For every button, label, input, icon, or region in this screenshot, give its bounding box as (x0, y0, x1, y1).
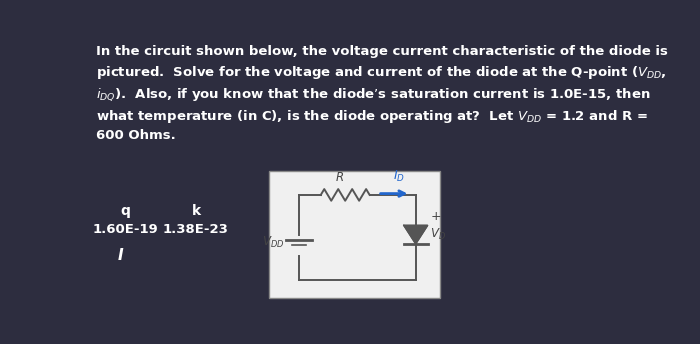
Text: 1.60E-19: 1.60E-19 (92, 223, 158, 236)
Text: 1.38E-23: 1.38E-23 (163, 223, 229, 236)
Text: $R$: $R$ (335, 171, 344, 184)
Text: $V_D$: $V_D$ (430, 227, 447, 242)
Text: $I_D$: $I_D$ (393, 169, 405, 184)
Polygon shape (404, 225, 428, 244)
Text: I: I (118, 248, 123, 263)
Text: k: k (191, 204, 201, 218)
Text: +: + (430, 210, 441, 223)
Text: q: q (120, 204, 130, 218)
Text: In the circuit shown below, the voltage current characteristic of the diode is
p: In the circuit shown below, the voltage … (96, 45, 668, 142)
Text: $V_{DD}$: $V_{DD}$ (262, 235, 284, 250)
FancyBboxPatch shape (270, 171, 440, 298)
